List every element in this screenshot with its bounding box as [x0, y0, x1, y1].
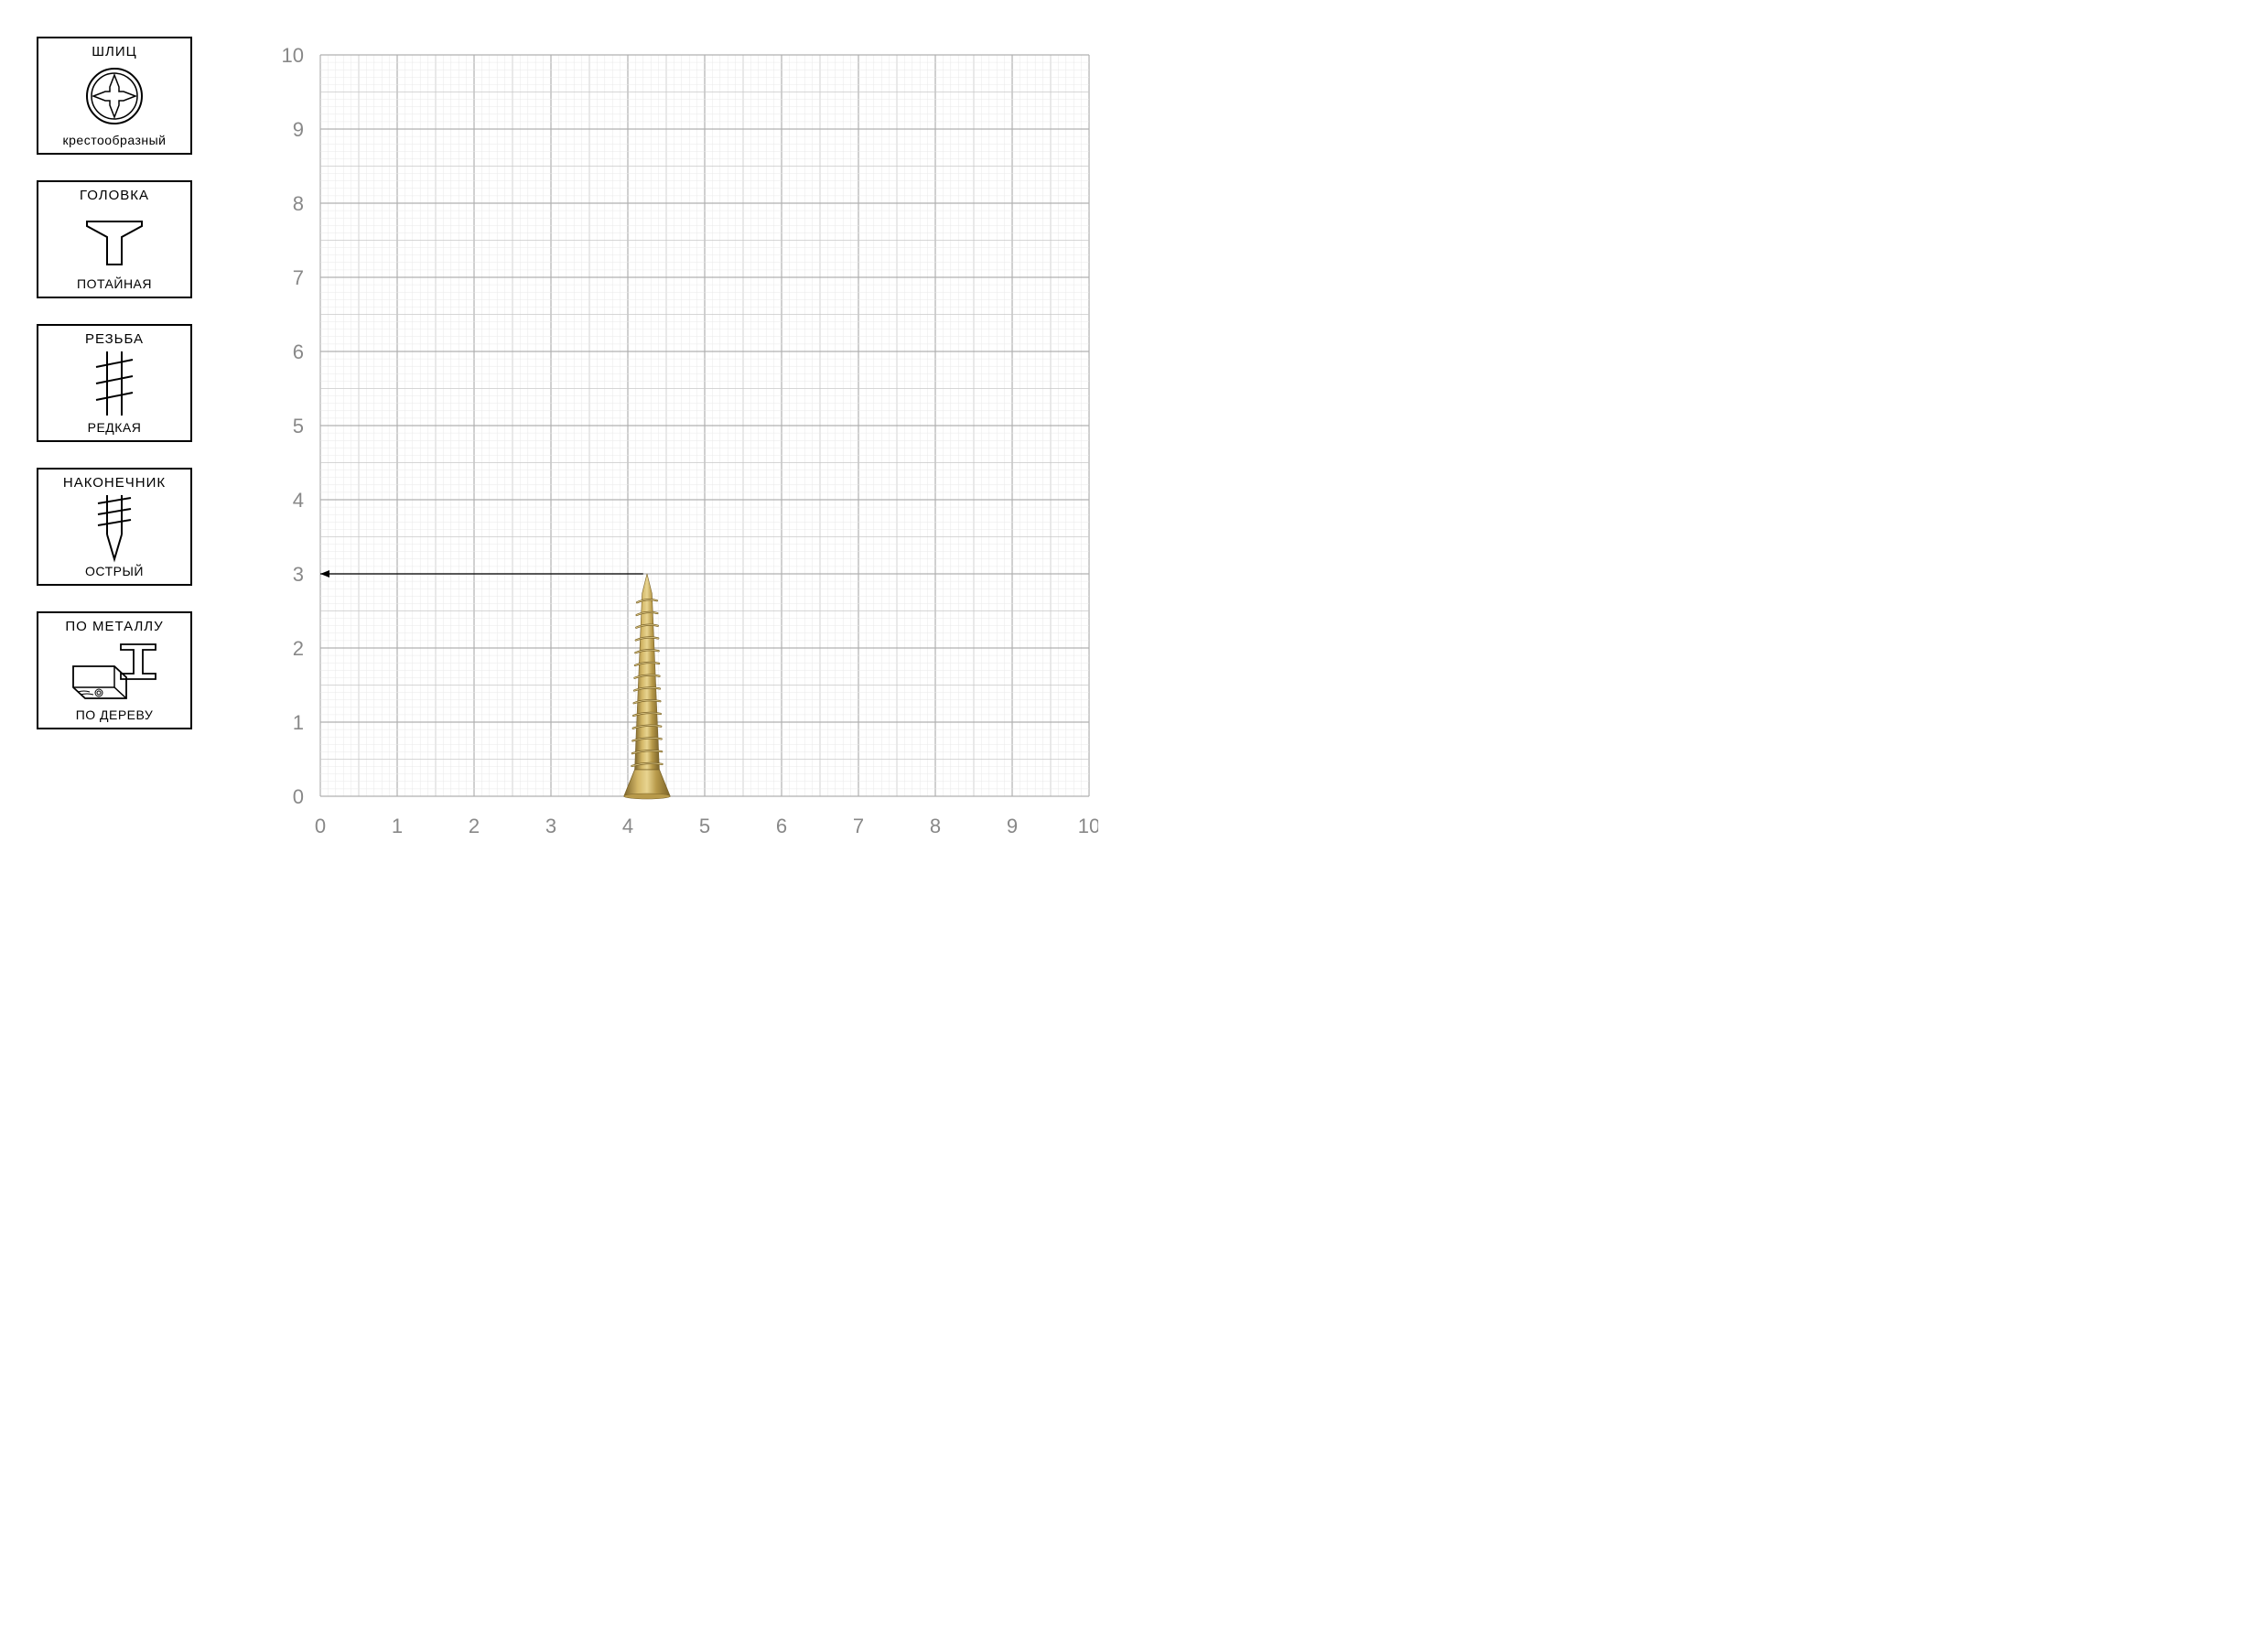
measurement-grid: 0 1 2 3 4 5 6 7 8 9 10 0 1 2 3 4 5 6 7 8 9 10: [256, 37, 2229, 865]
spec-sub: ПОТАЙНАЯ: [77, 276, 152, 291]
svg-text:0: 0: [315, 815, 326, 837]
svg-text:3: 3: [293, 563, 304, 586]
svg-text:10: 10: [282, 44, 304, 67]
materials-icon: [42, 634, 187, 707]
countersunk-icon: [42, 203, 187, 276]
spec-sidebar: ШЛИЦ крестообразный ГОЛОВКА ПОТАЙНАЯ РЕЗ…: [37, 37, 201, 865]
spec-box-tip: НАКОНЕЧНИК ОСТРЫЙ: [37, 468, 192, 586]
spec-sub: ОСТРЫЙ: [85, 564, 144, 578]
spec-title: РЕЗЬБА: [85, 331, 144, 347]
phillips-icon: [42, 59, 187, 133]
svg-text:0: 0: [293, 785, 304, 808]
spec-box-material: ПО МЕТАЛЛУ ПО ДЕРЕВУ: [37, 611, 192, 729]
spec-box-head: ГОЛОВКА ПОТАЙНАЯ: [37, 180, 192, 298]
svg-text:6: 6: [293, 340, 304, 363]
svg-text:9: 9: [1007, 815, 1018, 837]
spec-box-slot: ШЛИЦ крестообразный: [37, 37, 192, 155]
spec-sub: РЕДКАЯ: [88, 420, 142, 435]
svg-text:7: 7: [853, 815, 864, 837]
sharp-tip-icon: [42, 491, 187, 564]
svg-text:9: 9: [293, 118, 304, 141]
svg-text:4: 4: [622, 815, 633, 837]
spec-sub: крестообразный: [63, 133, 167, 147]
svg-text:1: 1: [392, 815, 403, 837]
svg-text:2: 2: [293, 637, 304, 660]
svg-text:6: 6: [776, 815, 787, 837]
svg-text:10: 10: [1078, 815, 1098, 837]
coarse-thread-icon: [42, 347, 187, 420]
svg-text:4: 4: [293, 489, 304, 512]
svg-text:3: 3: [545, 815, 556, 837]
spec-title: ГОЛОВКА: [80, 188, 149, 203]
spec-title: НАКОНЕЧНИК: [63, 475, 166, 491]
spec-title: ШЛИЦ: [92, 44, 136, 59]
grid-svg: 0 1 2 3 4 5 6 7 8 9 10 0 1 2 3 4 5 6 7 8 9 10: [256, 37, 1098, 860]
svg-text:7: 7: [293, 266, 304, 289]
svg-text:5: 5: [699, 815, 710, 837]
svg-text:8: 8: [293, 192, 304, 215]
spec-title: ПО МЕТАЛЛУ: [65, 619, 163, 634]
spec-sub: ПО ДЕРЕВУ: [76, 707, 154, 722]
svg-text:1: 1: [293, 711, 304, 734]
svg-text:8: 8: [930, 815, 941, 837]
svg-text:2: 2: [469, 815, 480, 837]
svg-text:5: 5: [293, 415, 304, 437]
spec-box-thread: РЕЗЬБА РЕДКАЯ: [37, 324, 192, 442]
